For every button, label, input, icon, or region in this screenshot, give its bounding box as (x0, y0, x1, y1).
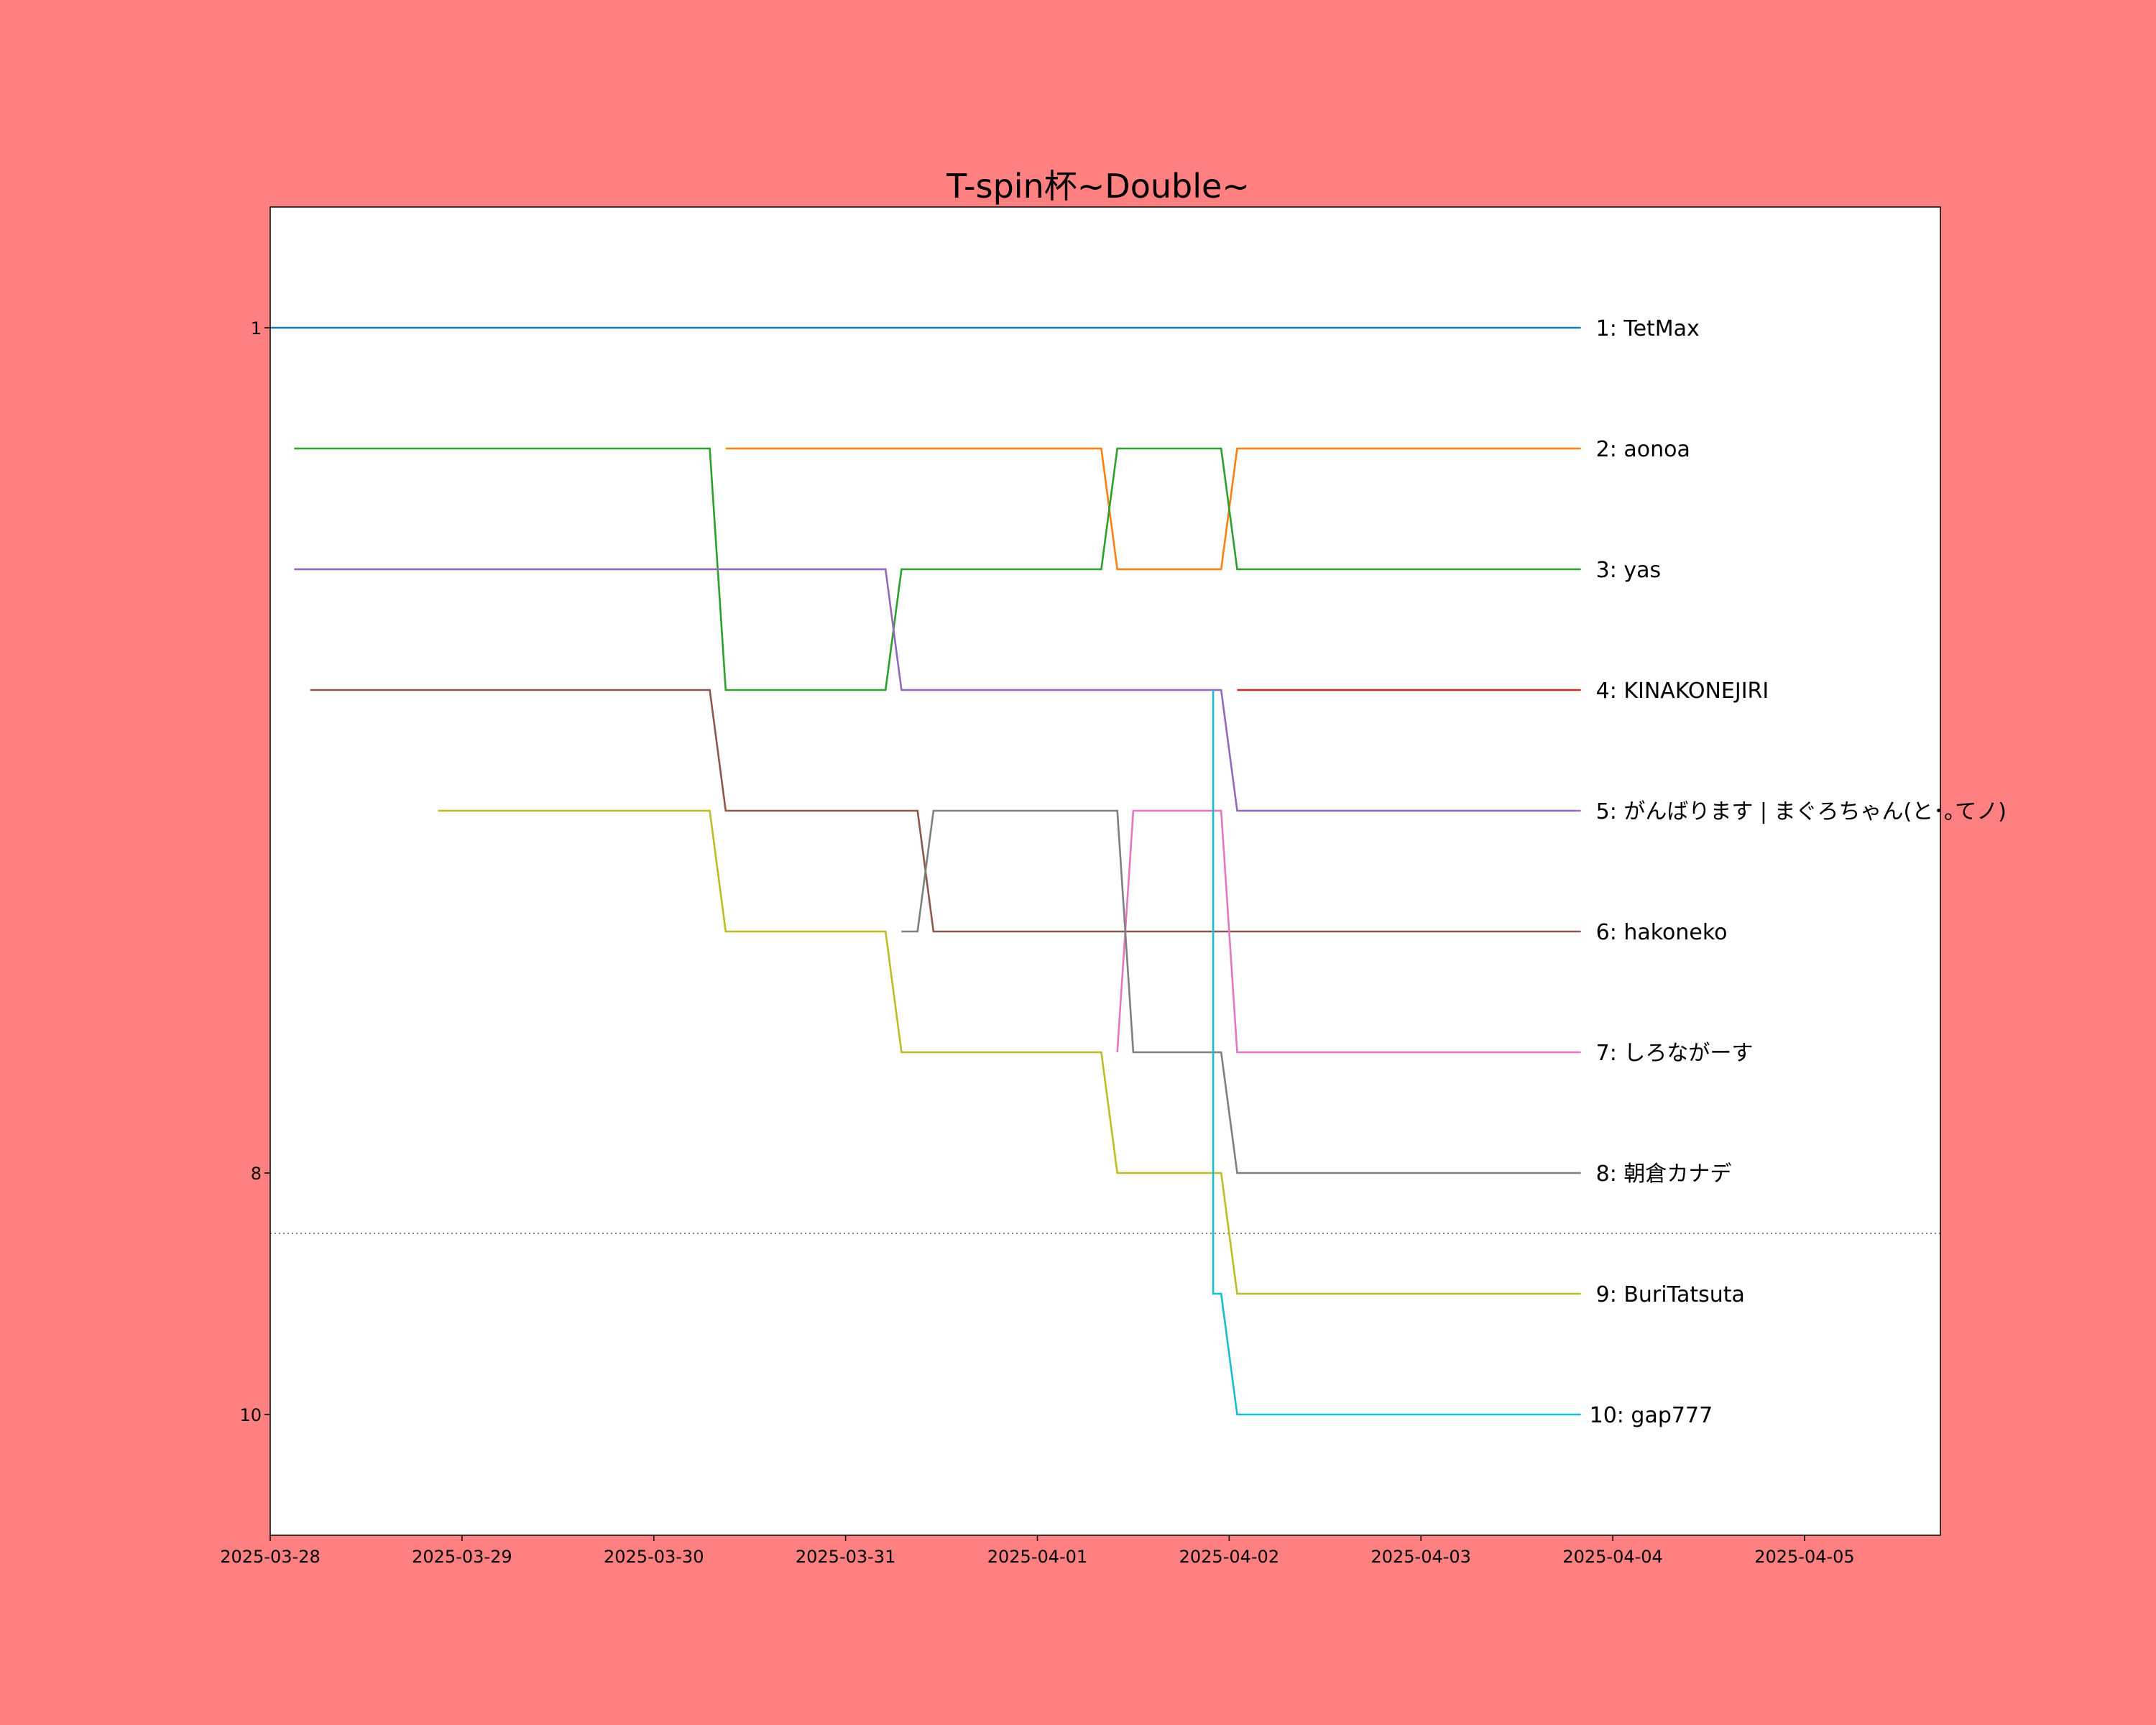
plot-frame (270, 206, 1941, 1536)
x-axis: 2025-03-28 2025-03-29 2025-03-30 2025-03-31… (220, 1535, 1855, 1567)
series-end-label-7: 7: しろながーす (1596, 1041, 1754, 1066)
series-end-label-10: 10: gap777 (1590, 1403, 1713, 1428)
series-end-label-3: 3: yas (1596, 558, 1662, 583)
series-layer (270, 326, 1581, 1416)
x-tick-label-1: 2025-03-28 (220, 1547, 320, 1567)
chart-title: T-spin杯~Double~ (946, 167, 1250, 206)
series-end-label-5: 5: がんばります | まぐろちゃん(と･｡てノ) (1596, 799, 2007, 824)
x-tick-label-6: 2025-04-02 (1179, 1547, 1279, 1567)
x-tick-label-8: 2025-04-04 (1562, 1547, 1662, 1567)
y-tick-label-3: 10 (239, 1405, 262, 1425)
plot-area (270, 207, 1940, 1535)
series-end-label-4: 4: KINAKONEJIRI (1596, 678, 1769, 704)
x-tick-label-5: 2025-04-01 (987, 1547, 1087, 1567)
series-line-5 (294, 568, 1581, 812)
x-tick-label-2: 2025-03-29 (412, 1547, 512, 1567)
x-tick-label-3: 2025-03-30 (604, 1547, 704, 1567)
series-line-8 (901, 809, 1581, 1174)
y-tick-label-2: 8 (251, 1164, 262, 1184)
x-tick-label-9: 2025-04-05 (1754, 1547, 1854, 1567)
series-line-6 (310, 689, 1581, 933)
series-end-label-8: 8: 朝倉カナデ (1596, 1162, 1732, 1187)
series-end-label-2: 2: aonoa (1596, 437, 1690, 462)
series-line-2 (725, 447, 1581, 571)
x-tick-label-7: 2025-04-03 (1370, 1547, 1470, 1567)
y-tick-label-1: 1 (251, 318, 262, 339)
x-tick-label-4: 2025-03-31 (796, 1547, 895, 1567)
series-end-label-1: 1: TetMax (1596, 316, 1700, 341)
end-labels: 1: TetMax 2: aonoa 3: yas 4: KINAKONEJIRI 5:… (1590, 316, 2007, 1428)
series-end-label-6: 6: hakoneko (1596, 920, 1728, 945)
series-line-9 (438, 809, 1581, 1295)
series-line-7 (1116, 809, 1581, 1054)
series-line-10 (1212, 690, 1581, 1416)
series-end-label-9: 9: BuriTatsuta (1596, 1282, 1745, 1307)
